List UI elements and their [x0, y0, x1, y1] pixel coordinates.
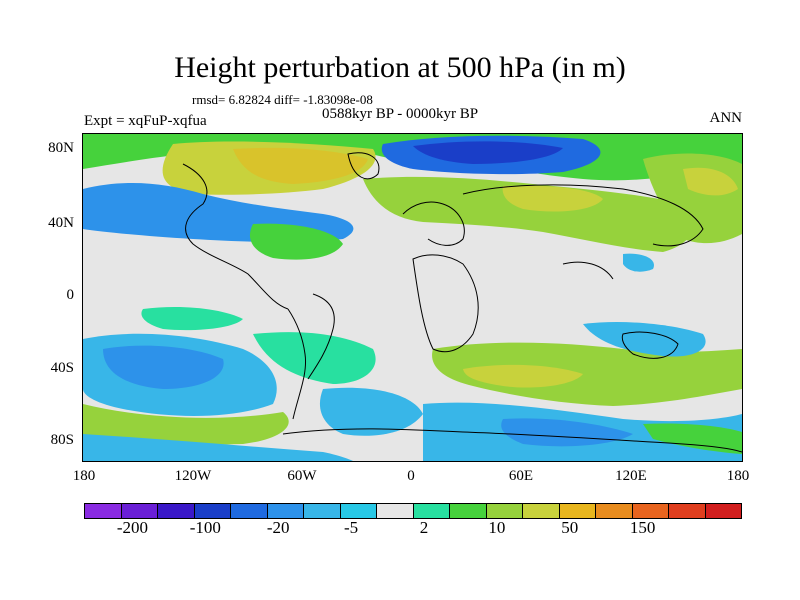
field-region	[623, 253, 654, 272]
colorbar-swatch	[523, 504, 560, 518]
south-america-coast	[287, 308, 307, 420]
colorbar-swatch	[559, 504, 596, 518]
india-coast	[562, 261, 614, 280]
colorbar-swatch	[158, 504, 195, 518]
coastlines	[182, 152, 742, 453]
colorbar-label: 2	[419, 518, 429, 537]
colorbar-label: 150	[629, 518, 656, 537]
period-label: 0588kyr BP - 0000kyr BP	[322, 106, 479, 122]
lon-tick-label: 0	[407, 468, 415, 484]
field-region	[83, 434, 353, 461]
colorbar-label: -5	[344, 518, 359, 537]
season-label: ANN	[709, 110, 743, 126]
australia-coast	[621, 331, 679, 359]
field-region	[141, 307, 243, 331]
africa-coast	[412, 254, 479, 353]
lon-tick-label: 60W	[287, 468, 317, 484]
lon-tick-label: 180	[726, 468, 750, 484]
europe-coast	[402, 201, 465, 246]
colorbar-swatch	[85, 504, 122, 518]
south-america-east-coast	[307, 293, 335, 380]
colorbar-swatch	[596, 504, 633, 518]
field-region	[463, 364, 583, 388]
lon-tick-label: 180	[72, 468, 96, 484]
field-region	[413, 141, 563, 164]
lat-tick-label: 80S	[50, 432, 74, 448]
greenland-coast	[347, 152, 380, 180]
experiment-label: Expt = xqFuP-xqfua	[84, 113, 207, 129]
field-region	[253, 332, 376, 384]
height-perturbation-field	[83, 134, 742, 461]
lat-tick-label: 80N	[48, 140, 74, 156]
field-region	[683, 167, 738, 196]
colorbar-swatch	[231, 504, 268, 518]
map-panel	[82, 133, 743, 462]
colorbar-label: 50	[561, 518, 579, 537]
field-region	[103, 345, 224, 389]
lon-tick-label: 60E	[508, 468, 534, 484]
colorbar-swatch	[632, 504, 669, 518]
colorbar-label: 10	[488, 518, 506, 537]
antarctica-coast	[282, 428, 742, 453]
colorbar	[84, 503, 742, 519]
field-region	[233, 147, 368, 184]
colorbar-swatch	[304, 504, 341, 518]
lat-tick-label: 40N	[48, 215, 74, 231]
field-region	[432, 342, 742, 406]
colorbar-swatch	[340, 504, 377, 518]
colorbar-swatch	[121, 504, 158, 518]
colorbar-swatch	[705, 504, 741, 518]
field-region	[363, 176, 694, 252]
lon-tick-label: 120W	[174, 468, 212, 484]
field-region	[319, 387, 423, 436]
colorbar-swatch	[267, 504, 304, 518]
colorbar-label: -100	[189, 518, 221, 537]
rmsd-diff-stats: rmsd= 6.82824 diff= -1.83098e-08	[192, 92, 373, 107]
field-region	[502, 185, 603, 212]
colorbar-label: -20	[266, 518, 290, 537]
field-region	[83, 404, 289, 445]
lon-tick-label: 120E	[615, 468, 647, 484]
asia-coast	[462, 184, 704, 247]
colorbar-swatch	[450, 504, 487, 518]
colorbar-swatch	[669, 504, 706, 518]
colorbar-swatch	[413, 504, 450, 518]
colorbar-swatch	[486, 504, 523, 518]
colorbar-label: -200	[116, 518, 149, 537]
field-region	[249, 223, 343, 260]
colorbar-swatch	[194, 504, 231, 518]
lat-tick-label: 40S	[50, 360, 74, 376]
field-region	[583, 322, 706, 357]
colorbar-swatch	[377, 504, 414, 518]
field-region	[643, 423, 742, 454]
map-title: Height perturbation at 500 hPa (in m)	[174, 51, 626, 84]
north-america-coast	[182, 163, 289, 310]
lat-tick-label: 0	[66, 287, 75, 303]
